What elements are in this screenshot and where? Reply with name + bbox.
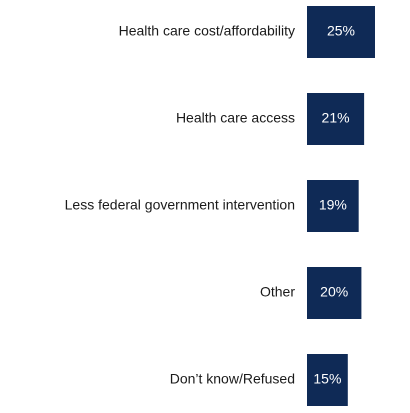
category-label: Less federal government intervention	[65, 197, 295, 213]
category-label: Health care cost/affordability	[119, 23, 295, 39]
bar-0	[307, 6, 375, 58]
category-label: Other	[260, 284, 295, 300]
value-label: 15%	[313, 371, 341, 387]
bar-1	[307, 93, 365, 145]
value-label: 19%	[319, 197, 347, 213]
bar-2	[307, 180, 359, 232]
bar-group: Health care cost/affordability 25% Health …	[65, 6, 375, 406]
category-label: Health care access	[176, 110, 295, 126]
bar-3	[307, 267, 362, 319]
value-label: 20%	[320, 284, 348, 300]
bar-4	[307, 354, 348, 406]
value-label: 21%	[322, 110, 350, 126]
category-label: Don’t know/Refused	[170, 371, 295, 387]
value-label: 25%	[327, 23, 355, 39]
